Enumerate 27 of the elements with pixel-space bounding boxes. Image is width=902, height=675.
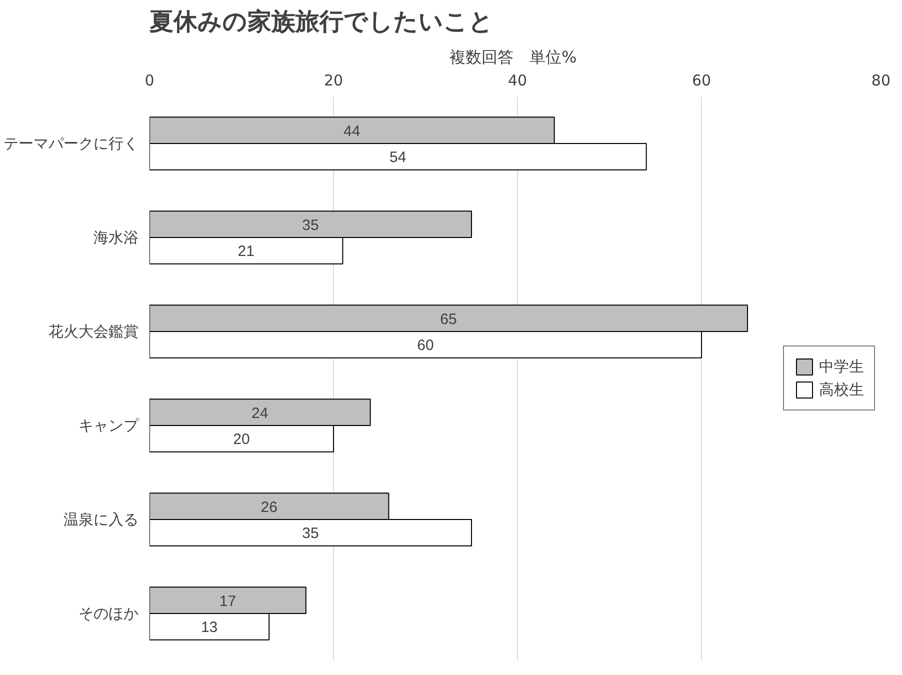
data-label: 54 bbox=[390, 149, 406, 166]
chart-subtitle: 複数回答 単位% bbox=[450, 48, 577, 66]
x-tick-label: 20 bbox=[324, 72, 344, 90]
y-tick-label: そのほか bbox=[78, 604, 138, 622]
x-tick-label: 40 bbox=[508, 72, 528, 90]
data-label: 60 bbox=[417, 337, 434, 354]
data-label: 35 bbox=[302, 525, 319, 542]
data-label: 65 bbox=[440, 310, 457, 328]
data-label: 44 bbox=[344, 122, 360, 140]
x-tick-label: 0 bbox=[144, 72, 154, 90]
data-label: 35 bbox=[302, 216, 319, 234]
data-label: 17 bbox=[219, 592, 236, 610]
legend-label: 中学生 bbox=[819, 357, 864, 376]
data-label: 20 bbox=[233, 431, 250, 448]
y-tick-label: 海水浴 bbox=[94, 228, 138, 246]
y-tick-label: 温泉に入る bbox=[64, 510, 138, 528]
chart-title: 夏休みの家族旅行でしたいこと bbox=[148, 8, 494, 36]
data-label: 13 bbox=[200, 619, 218, 636]
y-tick-label: キャンプ bbox=[78, 416, 140, 434]
data-label: 26 bbox=[260, 498, 278, 516]
x-tick-label: 80 bbox=[871, 72, 891, 90]
data-label: 21 bbox=[238, 243, 254, 260]
x-tick-label: 60 bbox=[692, 72, 712, 90]
y-tick-label: テーマパークに行く bbox=[4, 134, 138, 152]
data-label: 24 bbox=[252, 404, 268, 422]
legend-label: 高校生 bbox=[819, 380, 864, 399]
y-tick-label: 花火大会鑑賞 bbox=[48, 322, 138, 340]
